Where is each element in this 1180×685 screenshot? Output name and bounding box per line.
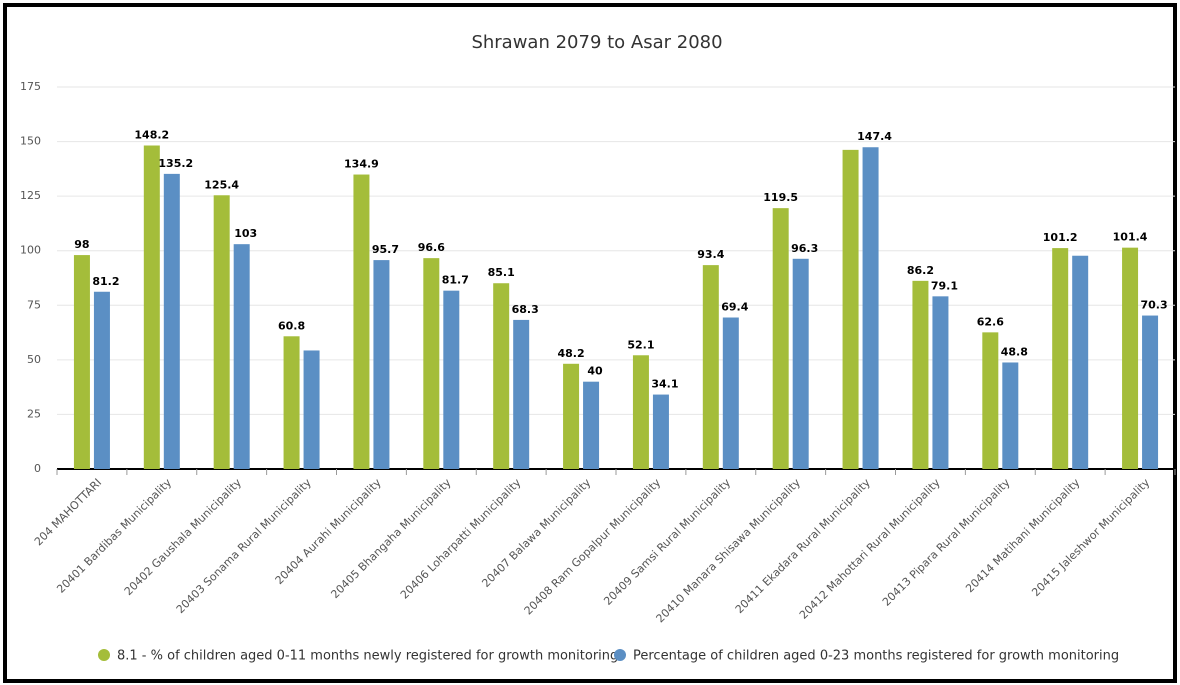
bar [213, 195, 230, 469]
legend-marker [614, 649, 626, 661]
value-label: 86.2 [907, 264, 934, 277]
bar [423, 258, 440, 469]
value-label: 81.2 [92, 275, 119, 288]
value-label: 101.4 [1113, 231, 1148, 244]
bar [563, 363, 580, 469]
value-label: 148.2 [134, 129, 169, 142]
bar [652, 394, 669, 469]
value-label: 48.8 [1001, 345, 1028, 358]
value-label: 81.7 [442, 274, 469, 287]
bar [163, 173, 180, 469]
bar [1072, 255, 1089, 469]
bar [912, 280, 929, 469]
value-label: 95.7 [372, 243, 399, 256]
value-label: 96.6 [418, 241, 445, 254]
y-tick-label: 100 [20, 244, 41, 257]
y-tick-label: 150 [20, 135, 41, 148]
bar [443, 290, 460, 469]
value-label: 134.9 [344, 158, 379, 171]
bar [982, 332, 999, 469]
bar [702, 265, 719, 469]
value-label: 68.3 [512, 303, 539, 316]
bar [233, 244, 250, 469]
bar [722, 317, 739, 469]
legend-label: 8.1 - % of children aged 0-11 months new… [117, 649, 618, 664]
bar [143, 145, 160, 470]
bar [583, 381, 600, 469]
bar [93, 291, 110, 469]
value-label: 135.2 [158, 157, 193, 170]
value-label: 147.4 [857, 130, 892, 143]
bar [303, 350, 320, 469]
bar [862, 147, 879, 469]
y-tick-label: 175 [20, 80, 41, 93]
value-label: 70.3 [1140, 299, 1167, 312]
frame [3, 3, 1177, 683]
value-label: 125.4 [204, 178, 239, 191]
bar [73, 255, 90, 469]
legend-marker [98, 649, 110, 661]
value-label: 48.2 [557, 347, 584, 360]
value-label: 62.6 [977, 315, 1004, 328]
y-tick-label: 125 [20, 189, 41, 202]
bar [792, 258, 809, 469]
bar [513, 319, 530, 469]
bar [772, 208, 789, 470]
bar [493, 283, 510, 469]
bar [283, 336, 300, 469]
bar [353, 174, 370, 469]
bar [373, 260, 390, 469]
value-label: 103 [234, 227, 257, 240]
y-tick-label: 75 [27, 298, 41, 311]
bar [932, 296, 949, 469]
bar [1122, 247, 1139, 469]
legend-label: Percentage of children aged 0-23 months … [633, 649, 1119, 664]
value-label: 79.1 [931, 279, 958, 292]
bar [1002, 362, 1019, 469]
value-label: 34.1 [651, 378, 678, 391]
bar [632, 355, 649, 469]
value-label: 98 [74, 238, 89, 251]
value-label: 40 [587, 365, 603, 378]
y-tick-label: 25 [27, 407, 41, 420]
value-label: 96.3 [791, 242, 818, 255]
value-label: 119.5 [763, 191, 798, 204]
value-label: 52.1 [627, 338, 654, 351]
chart-title: Shrawan 2079 to Asar 2080 [471, 32, 722, 53]
value-label: 85.1 [488, 266, 515, 279]
value-label: 101.2 [1043, 231, 1078, 244]
value-label: 60.8 [278, 319, 305, 332]
value-label: 69.4 [721, 301, 748, 314]
y-tick-label: 0 [34, 462, 41, 475]
value-label: 93.4 [697, 248, 724, 261]
y-tick-label: 50 [27, 353, 41, 366]
bar [1142, 315, 1159, 469]
bar [842, 149, 859, 470]
bar [1052, 248, 1069, 469]
